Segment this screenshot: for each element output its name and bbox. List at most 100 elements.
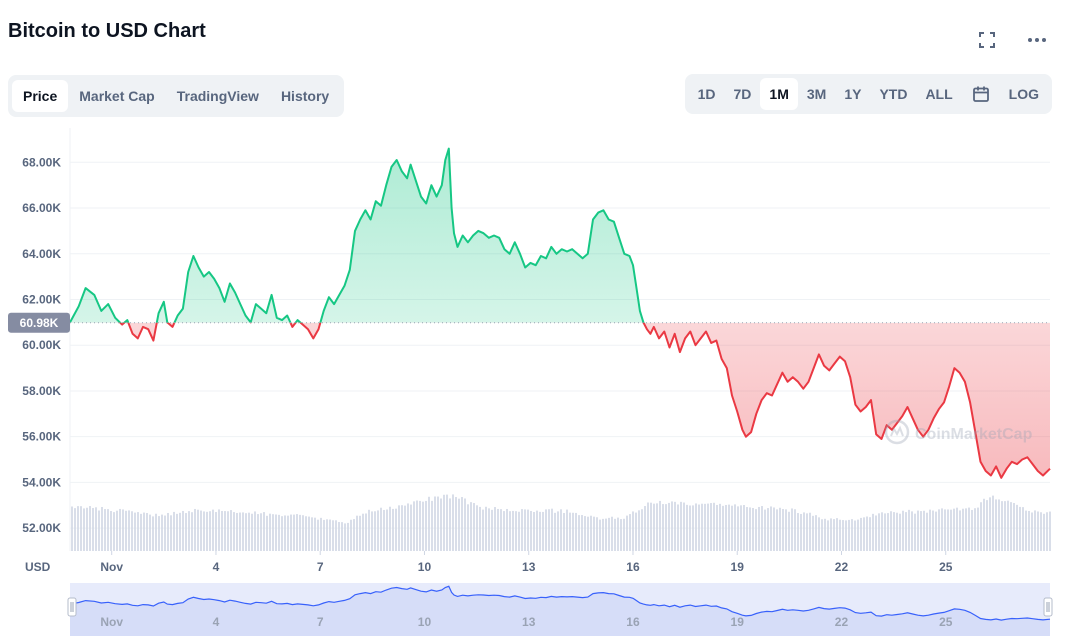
volume-bar: [1043, 513, 1045, 551]
volume-bar: [605, 518, 607, 551]
volume-bar: [602, 518, 604, 551]
y-tick-label: 58.00K: [22, 384, 61, 398]
volume-bar: [617, 517, 619, 551]
range-3m[interactable]: 3M: [806, 86, 827, 102]
tab-market-cap[interactable]: Market Cap: [79, 88, 155, 104]
volume-bar: [872, 513, 874, 551]
volume-bar: [800, 513, 802, 551]
volume-bar: [500, 509, 502, 551]
volume-bar: [524, 509, 526, 551]
tab-history[interactable]: History: [280, 88, 330, 104]
volume-bar: [668, 502, 670, 551]
volume-bar: [242, 512, 244, 551]
fullscreen-icon[interactable]: [975, 28, 999, 52]
y-tick-label: 66.00K: [22, 201, 61, 215]
volume-bar: [170, 515, 172, 551]
volume-bar: [431, 500, 433, 551]
volume-bar: [1046, 512, 1048, 551]
x-tick-label: 13: [522, 560, 536, 574]
volume-bar: [485, 506, 487, 551]
volume-bar: [1004, 501, 1006, 551]
volume-bar: [443, 494, 445, 551]
more-options-icon[interactable]: [1025, 28, 1049, 52]
volume-bar: [398, 505, 400, 551]
volume-bar: [818, 517, 820, 551]
range-1m[interactable]: 1M: [760, 78, 798, 110]
volume-bar: [539, 511, 541, 551]
log-scale-toggle[interactable]: LOG: [1008, 86, 1039, 102]
navigator-tick-label: 25: [939, 615, 953, 629]
volume-bar: [284, 515, 286, 551]
volume-bar: [560, 509, 562, 551]
volume-bar: [965, 508, 967, 551]
tab-tradingview[interactable]: TradingView: [176, 88, 259, 104]
volume-bar: [797, 513, 799, 551]
volume-bar: [893, 512, 895, 551]
volume-bar: [707, 503, 709, 551]
navigator-handle-left[interactable]: [67, 597, 77, 617]
volume-bar: [287, 515, 289, 551]
volume-bar: [806, 513, 808, 551]
volume-bar: [1049, 511, 1051, 551]
navigator-handle-right[interactable]: [1043, 597, 1053, 617]
range-ytd[interactable]: YTD: [879, 86, 908, 102]
volume-bar: [587, 516, 589, 551]
x-tick-label: 22: [835, 560, 849, 574]
volume-bar: [173, 511, 175, 551]
volume-bar: [113, 512, 115, 551]
volume-bar: [776, 509, 778, 551]
volume-bar: [377, 510, 379, 551]
volume-bar: [569, 512, 571, 551]
volume-bar: [368, 509, 370, 551]
volume-bar: [260, 513, 262, 551]
volume-bar: [323, 519, 325, 551]
volume-bar: [542, 511, 544, 551]
volume-bar: [125, 510, 127, 551]
volume-bar: [710, 503, 712, 551]
volume-bar: [638, 510, 640, 551]
volume-bar: [989, 497, 991, 551]
volume-bar: [203, 511, 205, 551]
volume-bar: [968, 507, 970, 551]
volume-bar: [689, 505, 691, 551]
range-7d[interactable]: 7D: [733, 86, 752, 102]
range-1y[interactable]: 1Y: [844, 86, 862, 102]
volume-bar: [191, 512, 193, 551]
volume-bar: [611, 516, 613, 551]
navigator-tick-label: 16: [626, 615, 640, 629]
volume-bar: [338, 522, 340, 551]
volume-bar: [794, 509, 796, 551]
volume-bar: [620, 519, 622, 551]
volume-bar: [182, 510, 184, 551]
volume-bar: [335, 520, 337, 551]
volume-bar: [728, 504, 730, 551]
volume-bar: [401, 505, 403, 551]
volume-bar: [143, 512, 145, 551]
y-tick-label: 60.00K: [22, 338, 61, 352]
volume-bar: [1001, 501, 1003, 551]
range-all[interactable]: ALL: [925, 86, 953, 102]
range-1d[interactable]: 1D: [697, 86, 716, 102]
volume-bar: [137, 512, 139, 551]
volume-bar: [461, 497, 463, 551]
navigator-tick-label: 4: [213, 615, 220, 629]
calendar-icon[interactable]: [962, 78, 1000, 110]
volume-bar: [134, 512, 136, 551]
volume-bar: [494, 507, 496, 551]
volume-bar: [953, 508, 955, 551]
volume-bar: [545, 509, 547, 551]
volume-bar: [356, 515, 358, 551]
volume-bar: [83, 508, 85, 551]
volume-bar: [683, 502, 685, 551]
volume-bar: [1037, 511, 1039, 551]
volume-bar: [269, 513, 271, 551]
volume-bar: [995, 499, 997, 551]
volume-bar: [275, 514, 277, 551]
volume-bar: [317, 519, 319, 551]
tab-price[interactable]: Price: [12, 80, 69, 112]
volume-bar: [506, 508, 508, 551]
volume-bar: [116, 510, 118, 551]
volume-bar: [164, 515, 166, 551]
volume-bar: [566, 509, 568, 551]
volume-bar: [251, 513, 253, 551]
